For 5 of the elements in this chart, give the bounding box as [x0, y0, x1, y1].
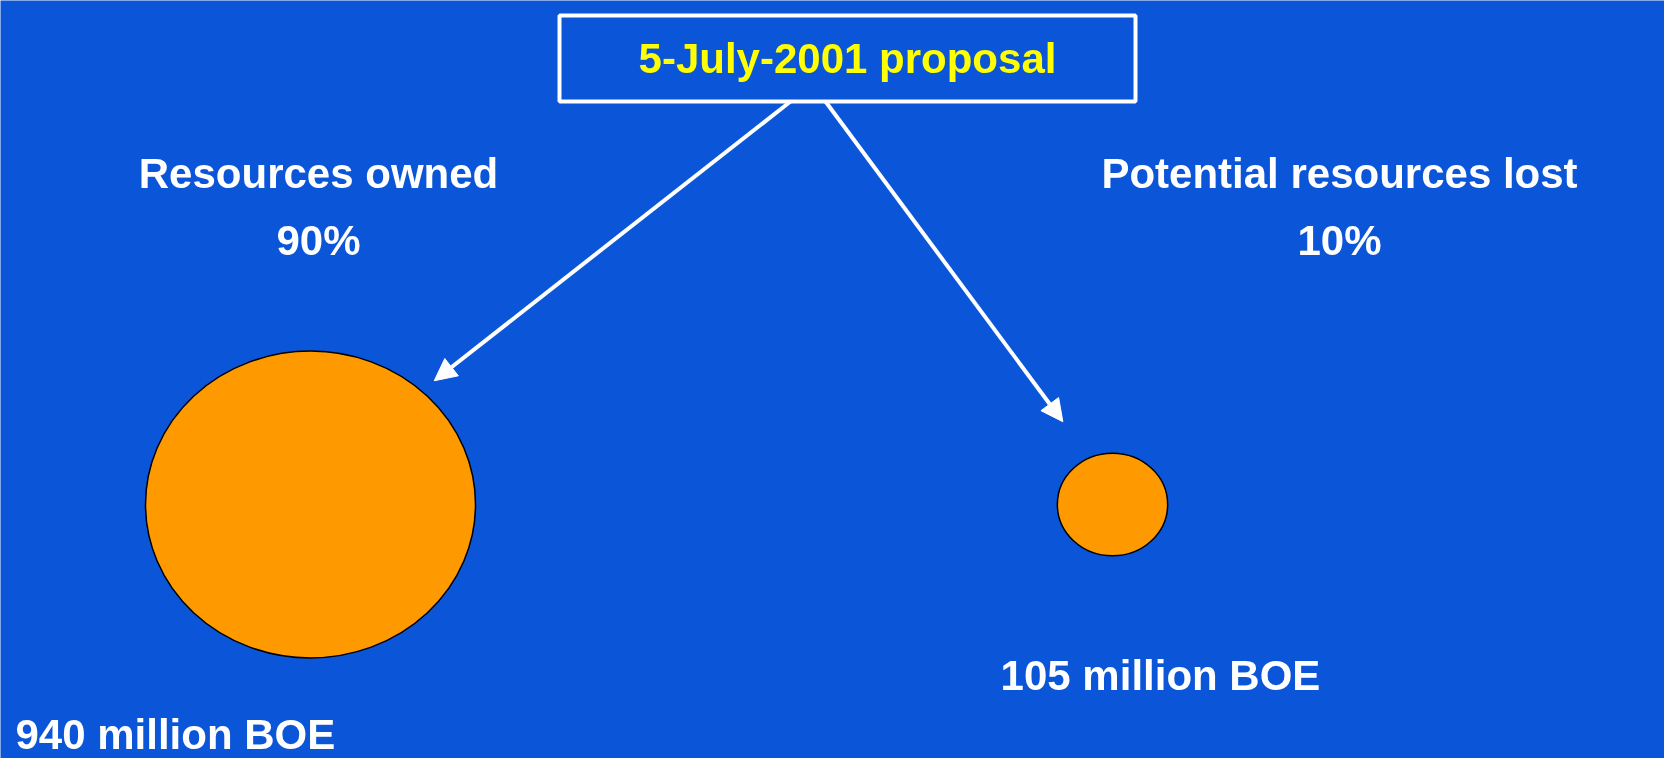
category-label: Resources owned 90% [138, 150, 499, 264]
text: 5-July-2001 proposal [638, 35, 1057, 82]
data-label: 940 million BOE [15, 711, 336, 758]
data-label: 105 million BOE [1000, 652, 1321, 699]
category-label: Potential resources lost 10% [1101, 150, 1578, 264]
